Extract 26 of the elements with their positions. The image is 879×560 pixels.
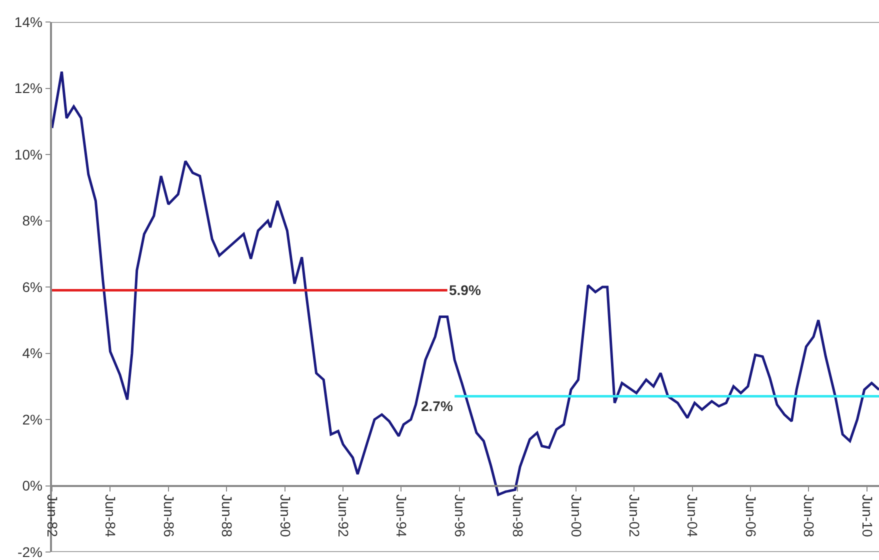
x-tick-label: Jun-92 <box>335 494 352 538</box>
x-tick-label: Jun-94 <box>394 494 410 538</box>
x-tick-label: Jun-82 <box>44 494 60 538</box>
y-tick-label: 6% <box>22 278 42 295</box>
x-tick-label: Jun-08 <box>801 494 818 538</box>
y-tick-label: 12% <box>14 80 42 96</box>
x-tick-label: Jun-04 <box>684 494 701 538</box>
x-tick-label: Jun-90 <box>277 494 294 538</box>
x-tick-label: Jun-96 <box>452 494 468 538</box>
y-tick-label: 4% <box>22 345 42 362</box>
x-tick-label: Jun-88 <box>219 494 236 538</box>
annotation: 5.9% <box>449 282 482 298</box>
x-tick-label: Jun-10 <box>859 494 876 538</box>
y-tick-label: -2% <box>18 544 42 560</box>
x-tick-label: Jun-00 <box>568 494 584 538</box>
annotation: 2.7% <box>421 398 454 414</box>
x-tick-label: Jun-02 <box>626 494 642 538</box>
x-tick-label: Jun-84 <box>102 494 119 538</box>
y-tick-label: 10% <box>14 146 42 162</box>
y-tick-label: 2% <box>22 411 42 428</box>
y-tick-label: 14% <box>14 14 42 30</box>
x-tick-label: Jun-86 <box>160 494 177 538</box>
y-tick-label: 8% <box>22 212 42 229</box>
x-tick-label: Jun-98 <box>510 494 526 538</box>
x-tick-label: Jun-06 <box>742 494 759 538</box>
y-tick-label: 0% <box>22 478 42 494</box>
